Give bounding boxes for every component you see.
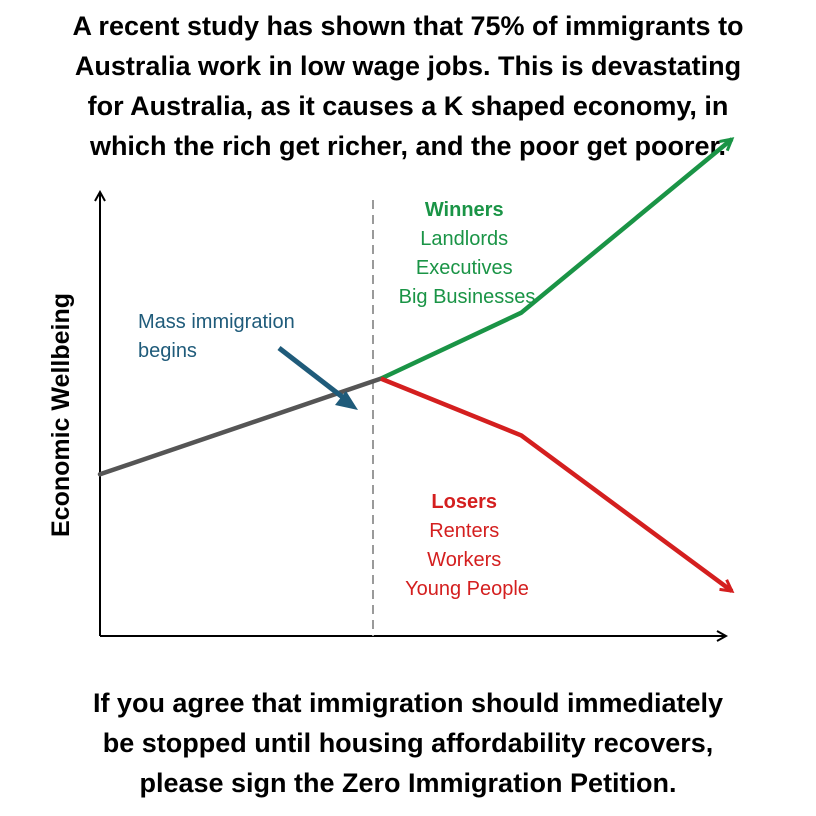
- series-line-before: [97, 376, 384, 477]
- losers-item: Young People: [405, 578, 529, 600]
- winners-title: Winners: [425, 199, 504, 221]
- losers-label: Losers Renters Workers Young People: [405, 491, 529, 600]
- headline-text: A recent study has shown that 75% of imm…: [0, 6, 816, 166]
- footer-line: please sign the Zero Immigration Petitio…: [139, 768, 677, 798]
- headline-line: for Australia, as it causes a K shaped e…: [87, 91, 729, 121]
- annotation-line: Mass immigration: [138, 311, 295, 333]
- losers-item: Workers: [427, 549, 501, 571]
- series-line-losers: [380, 376, 732, 591]
- annotation-line: begins: [138, 340, 197, 362]
- winners-item: Landlords: [420, 228, 508, 250]
- series-line-winners: [379, 139, 732, 381]
- annotation-text: Mass immigration begins: [138, 311, 300, 362]
- winners-item: Executives: [416, 257, 513, 279]
- footer-line: If you agree that immigration should imm…: [92, 688, 724, 718]
- winners-label: Winners Landlords Executives Big Busines…: [399, 199, 536, 308]
- losers-title: Losers: [431, 491, 497, 513]
- headline-line: which the rich get richer, and the poor …: [89, 131, 727, 161]
- y-axis-label: Economic Wellbeing: [47, 293, 75, 537]
- annotation-arrow: [277, 346, 358, 410]
- headline-line: Australia work in low wage jobs. This is…: [74, 51, 742, 81]
- losers-item: Renters: [429, 520, 499, 542]
- winners-item: Big Businesses: [399, 286, 536, 308]
- footer-line: be stopped until housing affordability r…: [102, 728, 714, 758]
- headline-line: A recent study has shown that 75% of imm…: [72, 11, 744, 41]
- footer-text: If you agree that immigration should imm…: [0, 683, 816, 803]
